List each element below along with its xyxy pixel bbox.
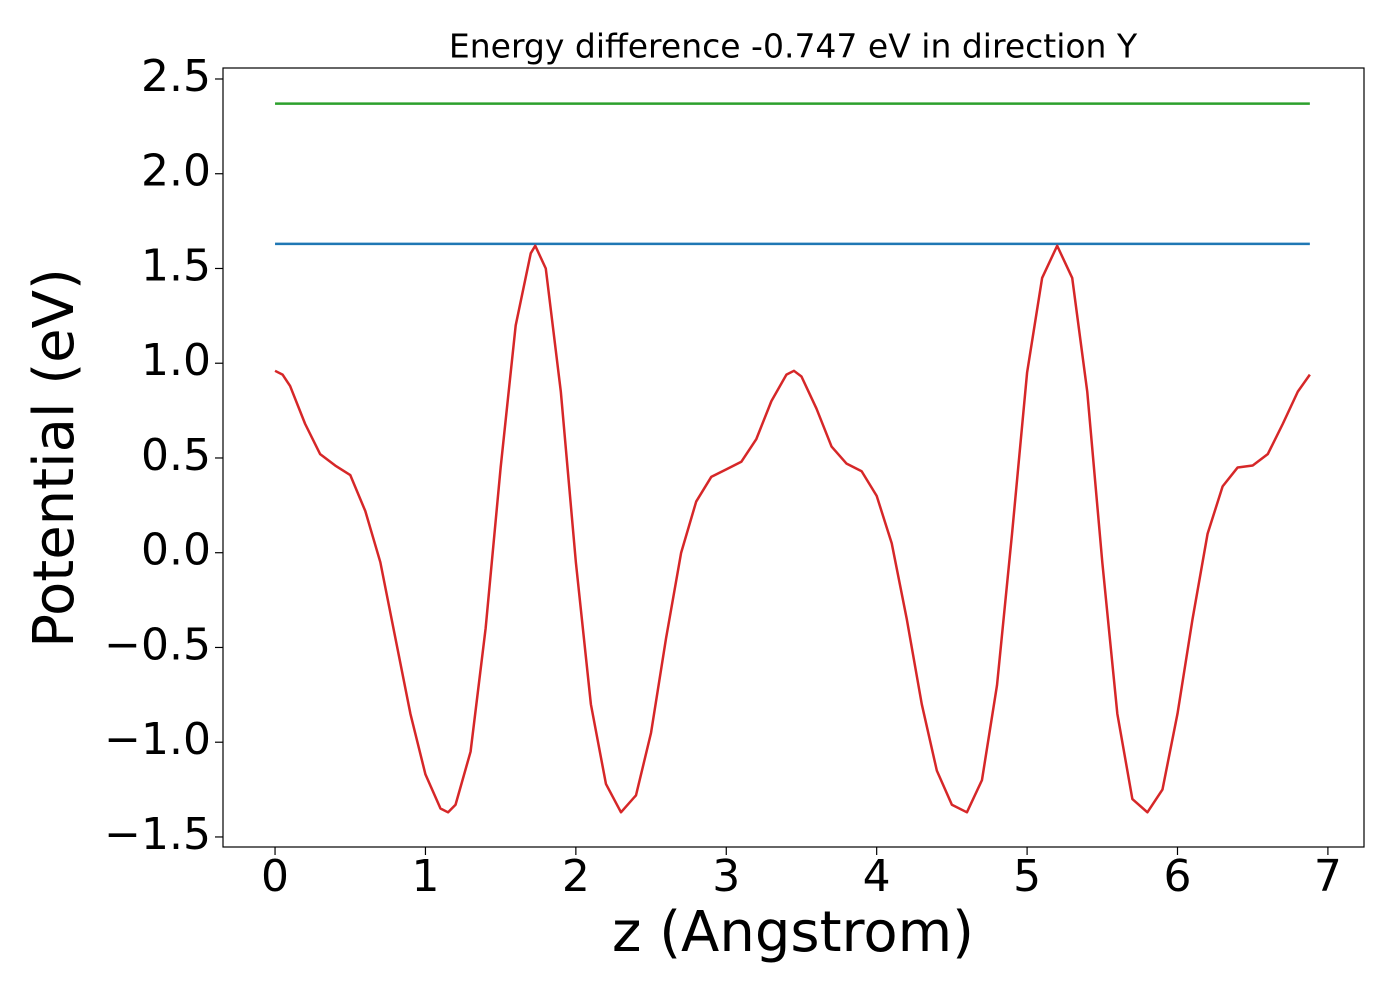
x-axis-label: z (Angstrom) (612, 900, 974, 965)
y-axis-label: Potential (eV) (22, 268, 87, 648)
y-tick-label: 1.5 (141, 240, 211, 291)
y-tick-label: 0.5 (141, 430, 211, 481)
y-tick-label: −1.5 (104, 809, 211, 860)
x-tick-label: 6 (1163, 851, 1191, 902)
x-tick-label: 2 (562, 851, 590, 902)
chart-title: Energy difference -0.747 eV in direction… (449, 27, 1138, 66)
x-tick-label: 5 (1013, 851, 1041, 902)
y-tick-label: 2.0 (141, 146, 211, 197)
x-tick-label: 1 (411, 851, 439, 902)
y-tick-label: −0.5 (104, 619, 211, 670)
y-tick-label: 2.5 (141, 51, 211, 102)
y-tick-label: −1.0 (104, 714, 211, 765)
y-tick-label: 1.0 (141, 335, 211, 386)
x-tick-label: 3 (712, 851, 740, 902)
x-tick-label: 0 (261, 851, 289, 902)
line-series (274, 244, 1311, 814)
x-tick-label: 4 (863, 851, 891, 902)
x-tick-label: 7 (1314, 851, 1342, 902)
plot-frame (222, 67, 1365, 848)
y-tick-label: 0.0 (141, 525, 211, 576)
